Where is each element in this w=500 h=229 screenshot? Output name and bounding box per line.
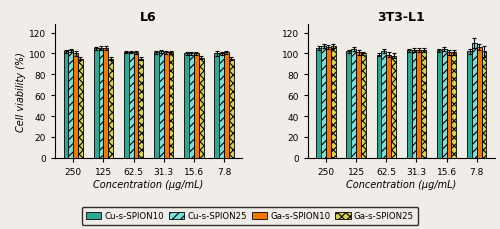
Bar xyxy=(224,53,229,158)
Bar xyxy=(321,47,326,158)
Bar xyxy=(229,60,234,158)
Bar xyxy=(361,54,366,158)
Bar xyxy=(331,47,336,158)
Bar xyxy=(94,49,98,158)
Bar xyxy=(346,52,352,158)
Bar xyxy=(467,52,472,158)
Legend: Cu-s-SPION10, Cu-s-SPION25, Ga-s-SPION10, Ga-s-SPION25: Cu-s-SPION10, Cu-s-SPION25, Ga-s-SPION10… xyxy=(82,207,418,225)
Bar xyxy=(128,53,134,158)
Y-axis label: Cell viability (%): Cell viability (%) xyxy=(16,52,26,131)
Bar xyxy=(164,53,168,158)
Bar xyxy=(452,53,456,158)
Bar xyxy=(382,52,386,158)
Bar xyxy=(154,53,159,158)
Bar xyxy=(407,51,412,158)
Bar xyxy=(104,49,108,158)
Bar xyxy=(326,48,331,158)
Bar xyxy=(422,51,426,158)
Bar xyxy=(64,52,68,158)
Title: 3T3-L1: 3T3-L1 xyxy=(378,11,426,24)
Bar xyxy=(446,53,452,158)
Bar xyxy=(124,53,128,158)
Bar xyxy=(134,53,138,158)
Bar xyxy=(391,56,396,158)
Bar xyxy=(437,51,442,158)
Title: L6: L6 xyxy=(140,11,157,24)
X-axis label: Concentration (μg/mL): Concentration (μg/mL) xyxy=(94,179,204,189)
Bar xyxy=(376,55,382,158)
Bar xyxy=(219,54,224,158)
Bar xyxy=(189,54,194,158)
Bar xyxy=(214,54,219,158)
Bar xyxy=(477,48,482,158)
Bar xyxy=(198,58,203,158)
Bar xyxy=(138,60,143,158)
Bar xyxy=(98,49,103,158)
Bar xyxy=(386,55,391,158)
Bar xyxy=(416,51,422,158)
Bar xyxy=(194,54,198,158)
X-axis label: Concentration (μg/mL): Concentration (μg/mL) xyxy=(346,179,457,189)
Bar xyxy=(68,51,73,158)
Bar xyxy=(78,60,83,158)
Bar xyxy=(184,54,189,158)
Bar xyxy=(356,53,361,158)
Bar xyxy=(412,51,416,158)
Bar xyxy=(472,44,477,158)
Bar xyxy=(159,52,164,158)
Bar xyxy=(442,50,446,158)
Bar xyxy=(168,53,173,158)
Bar xyxy=(482,52,486,158)
Bar xyxy=(316,49,321,158)
Bar xyxy=(108,60,113,158)
Bar xyxy=(73,54,78,158)
Bar xyxy=(352,50,356,158)
